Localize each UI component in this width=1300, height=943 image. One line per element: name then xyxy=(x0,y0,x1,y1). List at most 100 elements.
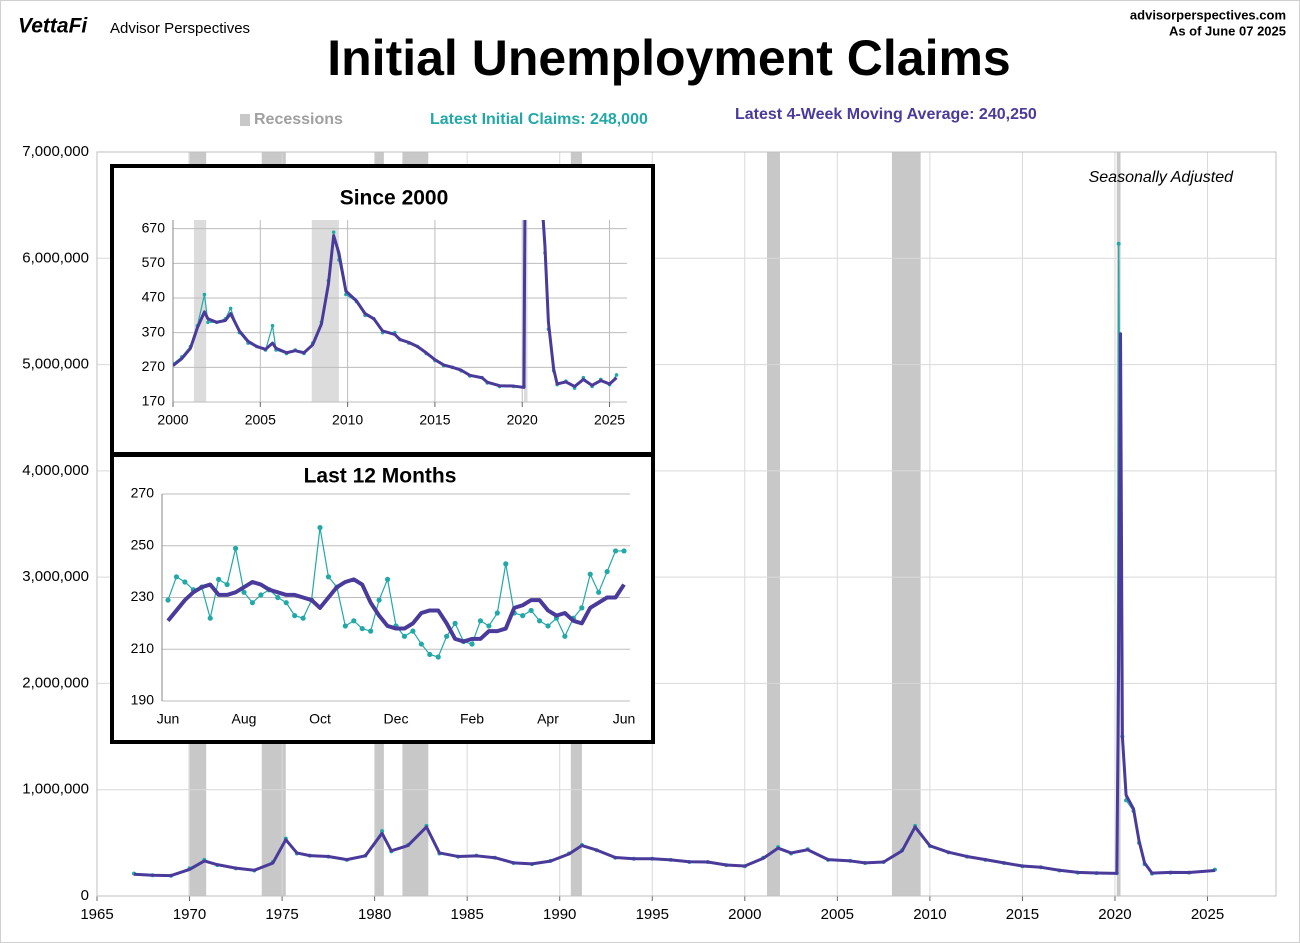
claims-marker xyxy=(300,615,306,621)
recession-band xyxy=(891,152,921,896)
x-tick-label: 2020 xyxy=(507,412,538,428)
claims-marker xyxy=(384,576,391,582)
claims-marker xyxy=(528,607,534,614)
claims-marker xyxy=(536,618,543,624)
plot-frame xyxy=(96,151,1277,897)
y-tick-label: 670 xyxy=(142,219,166,235)
latest-average: Latest 4-Week Moving Average: 240,250 xyxy=(735,106,1037,123)
claims-marker xyxy=(359,625,365,632)
x-tick-label: 1965 xyxy=(80,906,113,923)
claims-marker xyxy=(351,618,357,624)
claims-marker xyxy=(376,597,382,603)
x-tick-label: Feb xyxy=(460,711,484,727)
claims-marker xyxy=(232,545,239,551)
x-tick-label: 2010 xyxy=(913,906,946,923)
x-tick-label: Apr xyxy=(537,711,559,727)
claims-marker xyxy=(216,576,222,582)
latest-claims: Latest Initial Claims: 248,000 xyxy=(430,111,648,128)
x-tick-label: 1995 xyxy=(636,906,669,923)
note: Seasonally Adjusted xyxy=(1089,169,1234,186)
claims-marker xyxy=(224,581,230,588)
y-tick-label: 4,000,000 xyxy=(22,462,89,479)
x-tick-label: Oct xyxy=(309,711,331,727)
claims-marker xyxy=(368,628,374,634)
claims-marker xyxy=(621,548,627,554)
x-tick-label: 2015 xyxy=(1006,906,1039,923)
y-tick-label: 470 xyxy=(142,289,166,305)
x-tick-label: 2025 xyxy=(1191,906,1224,923)
recession-legend: Recessions xyxy=(254,111,343,128)
claims-marker xyxy=(206,320,210,325)
claims-marker xyxy=(173,574,180,580)
claims-marker xyxy=(596,589,602,595)
y-tick-label: 3,000,000 xyxy=(22,568,89,585)
claims-marker xyxy=(520,613,526,619)
x-tick-label: Jun xyxy=(157,711,180,727)
claims-marker xyxy=(545,623,551,629)
claims-marker xyxy=(587,571,593,577)
y-tick-label: 7,000,000 xyxy=(22,143,89,160)
claims-marker xyxy=(604,569,610,575)
claims-marker xyxy=(486,623,492,629)
x-tick-label: 1980 xyxy=(358,906,391,923)
x-tick-label: 1990 xyxy=(543,906,576,923)
claims-marker xyxy=(331,230,336,234)
claims-marker xyxy=(207,615,213,621)
x-tick-label: 2025 xyxy=(594,412,625,428)
average-line xyxy=(166,577,626,644)
claims-marker xyxy=(283,600,289,606)
inset-title: Last 12 Months xyxy=(304,465,457,488)
y-tick-label: 570 xyxy=(142,254,166,270)
claims-marker xyxy=(401,633,408,639)
x-tick-label: 2010 xyxy=(332,412,363,428)
inset-box xyxy=(110,453,655,744)
x-tick-label: 1970 xyxy=(173,906,206,923)
x-tick-label: 2000 xyxy=(728,906,761,923)
y-tick-label: 5,000,000 xyxy=(22,356,89,373)
claims-marker xyxy=(270,323,275,328)
claims-marker xyxy=(444,633,450,639)
claims-marker xyxy=(380,829,385,834)
y-tick-label: 270 xyxy=(142,358,166,374)
brand-subtitle: Advisor Perspectives xyxy=(110,20,250,37)
x-tick-label: 1985 xyxy=(450,906,483,923)
claims-marker xyxy=(1116,241,1121,246)
claims-marker xyxy=(228,306,233,311)
claims-marker xyxy=(165,597,171,603)
claims-marker xyxy=(562,633,568,639)
claims-marker xyxy=(435,654,441,660)
x-tick-label: 2015 xyxy=(419,412,450,428)
x-tick-label: 2005 xyxy=(245,412,276,428)
inset-title: Since 2000 xyxy=(340,187,449,210)
claims-marker xyxy=(241,589,247,595)
claims-marker xyxy=(410,628,416,634)
claims-marker xyxy=(182,579,188,585)
claims-marker xyxy=(494,610,500,616)
x-tick-label: Dec xyxy=(384,711,409,727)
claims-marker xyxy=(418,641,424,647)
average-line xyxy=(173,220,618,389)
recession-band xyxy=(311,220,339,402)
claims-marker xyxy=(342,623,348,629)
claims-marker xyxy=(452,620,458,626)
claims-marker xyxy=(249,600,256,606)
site: advisorperspectives.com xyxy=(1130,7,1286,22)
inset-since-2000: Since 2000 170 270 370 470 570 670 2000 2005 201… xyxy=(110,164,655,456)
y-tick-label: 170 xyxy=(142,393,166,409)
chart-title: Initial Unemployment Claims xyxy=(327,30,1010,86)
x-tick-label: 2020 xyxy=(1098,906,1131,923)
date: As of June 07 2025 xyxy=(1169,23,1286,38)
recession-swatch xyxy=(240,114,250,126)
y-tick-label: 0 xyxy=(81,887,89,904)
brand: VettaFi xyxy=(18,15,88,38)
claims-marker xyxy=(292,613,298,619)
y-tick-label: 2,000,000 xyxy=(22,674,89,691)
claims-marker xyxy=(612,548,619,554)
y-tick-label: 230 xyxy=(131,588,155,604)
claims-marker xyxy=(325,574,332,580)
average-line xyxy=(133,332,1216,878)
claims-marker xyxy=(469,641,475,647)
recession-band xyxy=(193,220,207,402)
x-tick-label: 2000 xyxy=(157,412,188,428)
